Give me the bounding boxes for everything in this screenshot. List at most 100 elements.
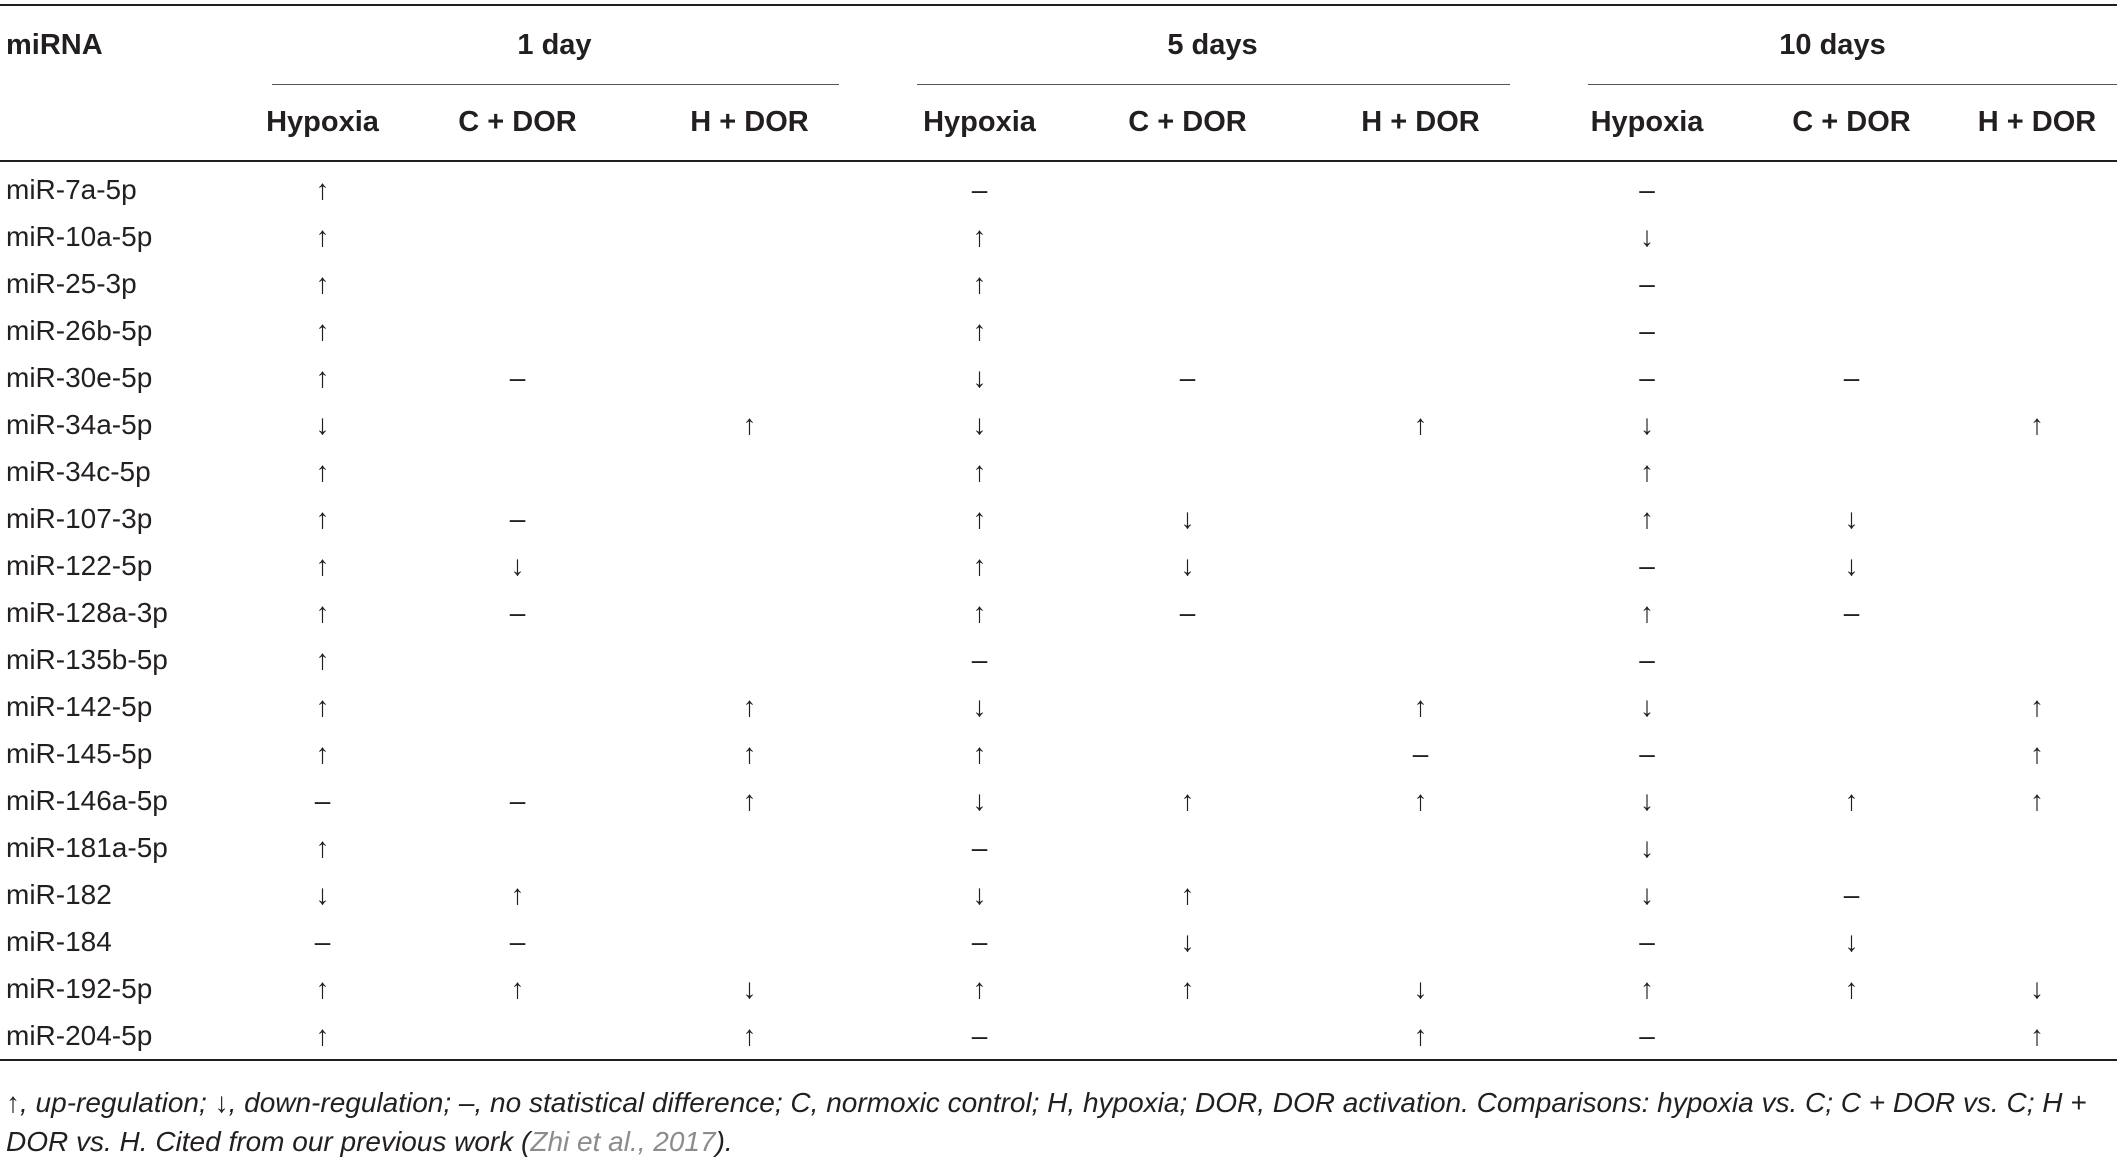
regulation-cell: ↑ — [1640, 455, 1654, 487]
regulation-cell — [1746, 683, 1957, 730]
regulation-cell: ↓ — [1640, 690, 1654, 722]
regulation-cell: ↑ — [742, 690, 757, 722]
regulation-cell — [1082, 162, 1293, 213]
regulation-cell — [622, 589, 877, 636]
regulation-cell: – — [1639, 267, 1655, 299]
regulation-cell — [622, 260, 877, 307]
regulation-cell: – — [1639, 173, 1655, 205]
regulation-cell: ↑ — [1180, 784, 1195, 816]
mirna-name-cell: miR-34c-5p — [6, 455, 151, 487]
regulation-cell: ↑ — [1413, 784, 1428, 816]
regulation-cell: ↓ — [972, 690, 987, 722]
regulation-cell: – — [314, 925, 331, 957]
regulation-cell — [1957, 162, 2117, 213]
footnote-text: ↑, up-regulation; ↓, down-regulation; –,… — [6, 1087, 2087, 1157]
regulation-cell: ↓ — [1844, 502, 1859, 534]
regulation-cell: ↓ — [1640, 220, 1654, 252]
subheader-h-dor: H + DOR — [1361, 105, 1480, 138]
table-row: miR-10a-5p ↑ ↑ ↓ — [0, 213, 2117, 260]
footnote-text-end: ). — [715, 1126, 733, 1157]
regulation-cell: – — [971, 173, 988, 205]
regulation-cell: ↑ — [315, 361, 330, 393]
table-row: miR-26b-5p ↑ ↑ – — [0, 307, 2117, 354]
mirna-name-cell: miR-204-5p — [6, 1019, 153, 1051]
mirna-name-cell: miR-7a-5p — [6, 173, 137, 205]
mirna-name-cell: miR-182 — [6, 878, 112, 910]
regulation-cell: – — [1639, 549, 1655, 581]
regulation-cell: – — [1843, 361, 1860, 393]
regulation-cell: ↑ — [510, 878, 525, 910]
regulation-cell: ↑ — [2030, 737, 2044, 769]
regulation-cell — [1746, 307, 1957, 354]
table-row: miR-181a-5p ↑ – ↓ — [0, 824, 2117, 871]
regulation-cell — [622, 918, 877, 965]
regulation-cell — [413, 213, 622, 260]
regulation-cell — [1082, 824, 1293, 871]
subheader-hypoxia: Hypoxia — [1590, 105, 1704, 138]
table-row: miR-34c-5p ↑ ↑ ↑ — [0, 448, 2117, 495]
regulation-cell: – — [1639, 314, 1655, 346]
regulation-cell — [1957, 636, 2117, 683]
regulation-cell: ↑ — [972, 314, 987, 346]
regulation-cell: ↑ — [315, 596, 330, 628]
subheader-c-dor: C + DOR — [458, 105, 577, 138]
regulation-cell: – — [1843, 878, 1860, 910]
regulation-cell: ↑ — [315, 502, 330, 534]
regulation-cell — [1746, 636, 1957, 683]
mirna-name-cell: miR-30e-5p — [6, 361, 153, 393]
table-row: miR-182 ↓ ↑ ↓ ↑ ↓ – — [0, 871, 2117, 918]
table-row: miR-145-5p ↑ ↑ ↑ – – ↑ — [0, 730, 2117, 777]
regulation-cell: – — [1639, 925, 1655, 957]
regulation-cell — [1957, 589, 2117, 636]
group-underline-2 — [917, 84, 1510, 85]
regulation-cell — [1746, 213, 1957, 260]
regulation-cell: ↑ — [742, 408, 757, 440]
mirna-name-cell: miR-135b-5p — [6, 643, 168, 675]
regulation-cell — [1746, 401, 1957, 448]
table-row: miR-192-5p ↑ ↑ ↓ ↑ ↑ ↓ ↑ ↑ ↓ — [0, 965, 2117, 1012]
table-row: miR-204-5p ↑ ↑ – ↑ – ↑ — [0, 1012, 2117, 1060]
regulation-cell: ↑ — [1413, 408, 1428, 440]
regulation-cell: ↓ — [1844, 925, 1859, 957]
regulation-cell: – — [1639, 737, 1655, 769]
regulation-cell: – — [971, 925, 988, 957]
mirna-name-cell: miR-192-5p — [6, 972, 153, 1004]
subheader-c-dor: C + DOR — [1128, 105, 1247, 138]
regulation-cell: – — [509, 596, 526, 628]
subheader-hypoxia: Hypoxia — [266, 105, 379, 138]
regulation-cell — [1082, 307, 1293, 354]
regulation-cell: – — [971, 1019, 988, 1051]
table-row: miR-128a-3p ↑ – ↑ – ↑ – — [0, 589, 2117, 636]
footnote-citation-link[interactable]: Zhi et al., 2017 — [530, 1126, 716, 1157]
table-row: miR-142-5p ↑ ↑ ↓ ↑ ↓ ↑ — [0, 683, 2117, 730]
regulation-cell — [1293, 260, 1548, 307]
regulation-cell — [622, 307, 877, 354]
regulation-cell — [622, 354, 877, 401]
mirna-name-cell: miR-128a-3p — [6, 596, 168, 628]
regulation-cell — [413, 636, 622, 683]
mirna-table: miRNA 1 day 5 days 10 days Hypoxia C + D… — [0, 4, 2117, 1062]
regulation-cell: ↑ — [972, 596, 987, 628]
regulation-cell — [1082, 213, 1293, 260]
regulation-cell — [413, 162, 622, 213]
regulation-cell: ↑ — [315, 549, 330, 581]
regulation-cell: ↑ — [315, 455, 330, 487]
regulation-cell — [1293, 307, 1548, 354]
regulation-cell: ↑ — [972, 455, 987, 487]
regulation-cell — [1957, 448, 2117, 495]
regulation-cell: ↓ — [315, 878, 330, 910]
regulation-cell: ↑ — [2030, 1019, 2044, 1051]
regulation-cell: ↓ — [1180, 925, 1195, 957]
regulation-cell — [1293, 213, 1548, 260]
header-group-10-days: 10 days — [1779, 28, 1886, 61]
regulation-cell: ↓ — [1180, 502, 1195, 534]
regulation-cell — [1293, 542, 1548, 589]
regulation-cell: – — [1639, 643, 1655, 675]
table-row: miR-184 – – – ↓ – ↓ — [0, 918, 2117, 965]
regulation-cell — [1082, 401, 1293, 448]
group-underline-3 — [1588, 84, 2117, 85]
regulation-cell: ↑ — [2030, 690, 2044, 722]
regulation-cell: ↑ — [1640, 972, 1654, 1004]
regulation-cell: ↓ — [1640, 831, 1654, 863]
